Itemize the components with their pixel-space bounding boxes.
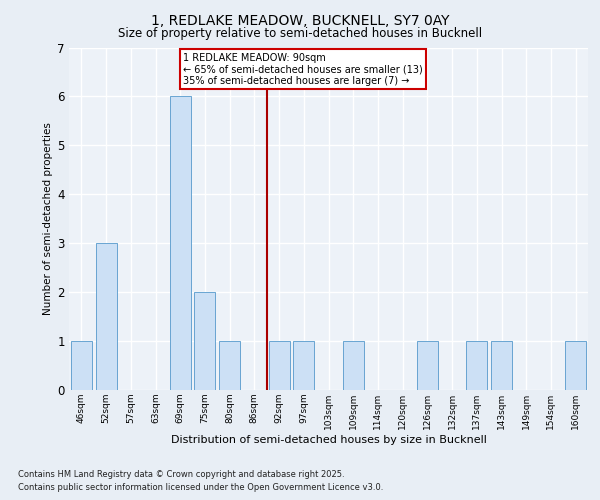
Bar [343, 341, 364, 390]
X-axis label: Distribution of semi-detached houses by size in Bucknell: Distribution of semi-detached houses by … [170, 434, 487, 444]
Bar [219, 341, 240, 390]
Text: 1, REDLAKE MEADOW, BUCKNELL, SY7 0AY: 1, REDLAKE MEADOW, BUCKNELL, SY7 0AY [151, 14, 449, 28]
Text: Size of property relative to semi-detached houses in Bucknell: Size of property relative to semi-detach… [118, 28, 482, 40]
Bar [491, 341, 512, 390]
Bar [170, 96, 191, 390]
Bar [194, 292, 215, 390]
Text: Contains public sector information licensed under the Open Government Licence v3: Contains public sector information licen… [18, 484, 383, 492]
Bar [466, 341, 487, 390]
Bar [95, 243, 116, 390]
Bar [565, 341, 586, 390]
Bar [293, 341, 314, 390]
Bar [71, 341, 92, 390]
Text: Contains HM Land Registry data © Crown copyright and database right 2025.: Contains HM Land Registry data © Crown c… [18, 470, 344, 479]
Text: 1 REDLAKE MEADOW: 90sqm
← 65% of semi-detached houses are smaller (13)
35% of se: 1 REDLAKE MEADOW: 90sqm ← 65% of semi-de… [183, 52, 423, 86]
Bar [269, 341, 290, 390]
Y-axis label: Number of semi-detached properties: Number of semi-detached properties [43, 122, 53, 315]
Bar [417, 341, 438, 390]
